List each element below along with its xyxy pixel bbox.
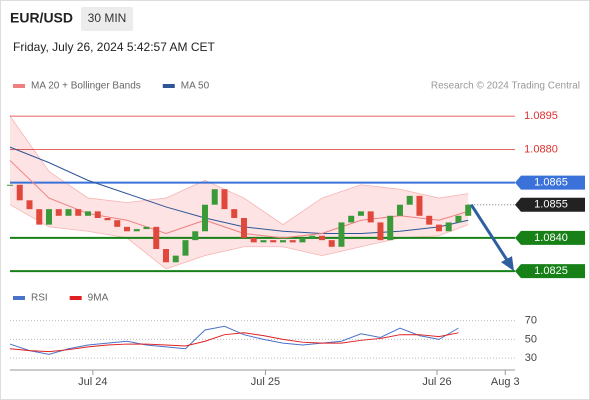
forecast-arrowhead xyxy=(501,256,514,272)
level-label: 1.0840 xyxy=(534,232,568,244)
x-tick-label: Jul 26 xyxy=(422,376,451,388)
legend-label: 9MA xyxy=(88,293,109,304)
candle xyxy=(123,226,130,232)
candle xyxy=(211,189,218,205)
legend-label: MA 50 xyxy=(181,81,210,92)
candle xyxy=(426,215,433,225)
candle xyxy=(309,235,316,238)
candle xyxy=(328,240,335,247)
candle xyxy=(55,209,62,216)
candle xyxy=(396,204,403,216)
level-label: 1.0880 xyxy=(524,143,558,155)
candle xyxy=(406,195,413,205)
level-box xyxy=(515,197,585,212)
candle xyxy=(270,240,277,243)
x-tick-label: Jul 24 xyxy=(78,376,107,388)
legend-swatch xyxy=(13,84,25,88)
candle xyxy=(445,222,452,232)
candle xyxy=(367,211,374,223)
candle xyxy=(455,215,462,223)
symbol: EUR/USD xyxy=(10,10,73,26)
candle xyxy=(240,218,247,238)
y-tick-label: 30 xyxy=(525,352,537,364)
legend-swatch xyxy=(13,296,25,300)
candle xyxy=(465,204,472,216)
candle xyxy=(387,215,394,241)
candle xyxy=(250,237,257,243)
candle xyxy=(231,209,238,218)
rsi-line xyxy=(9,332,459,353)
candle xyxy=(348,215,355,223)
candle xyxy=(221,189,228,210)
x-tick-label: Aug 3 xyxy=(491,376,520,388)
timeframe: 30 MIN xyxy=(88,11,127,25)
y-tick-label: 70 xyxy=(525,315,537,327)
candle xyxy=(65,209,72,216)
candle xyxy=(36,209,43,225)
candle xyxy=(26,200,33,210)
candle xyxy=(260,240,267,243)
y-tick-label: 50 xyxy=(525,333,537,345)
candle xyxy=(299,237,306,243)
candle xyxy=(377,222,384,241)
legend-swatch xyxy=(162,84,175,88)
band-upper xyxy=(9,115,469,226)
candle xyxy=(45,209,52,225)
candle xyxy=(318,235,325,241)
level-label: 1.0855 xyxy=(534,199,568,211)
level-box xyxy=(515,264,585,279)
candle xyxy=(104,218,111,221)
legend-label: RSI xyxy=(31,293,48,304)
legend-swatch xyxy=(69,296,82,300)
candle xyxy=(289,240,296,243)
candle xyxy=(75,209,82,216)
candle xyxy=(357,211,364,216)
timestamp: Friday, July 26, 2024 5:42:57 AM CET xyxy=(13,40,216,54)
candle xyxy=(16,184,23,201)
level-label: 1.0865 xyxy=(534,176,568,188)
level-label: 1.0825 xyxy=(534,265,568,277)
level-box xyxy=(515,230,585,245)
level-label: 1.0895 xyxy=(524,110,558,122)
candle xyxy=(192,231,199,241)
rsi-line xyxy=(9,325,459,355)
candle xyxy=(172,255,179,263)
candle xyxy=(143,226,150,230)
candle xyxy=(182,240,189,256)
forecast-arrow xyxy=(469,203,511,264)
candle xyxy=(435,224,442,232)
candle xyxy=(201,204,208,232)
credit: Research © 2024 Trading Central xyxy=(431,81,580,92)
candle xyxy=(114,220,121,227)
candle xyxy=(7,184,13,186)
candle xyxy=(279,240,286,243)
legend-label: MA 20 + Bollinger Bands xyxy=(31,81,141,92)
candle xyxy=(153,226,160,249)
timeframe-box xyxy=(81,7,133,31)
level-box xyxy=(515,175,585,190)
candle xyxy=(94,211,101,218)
candle xyxy=(162,249,169,263)
candle xyxy=(416,195,423,216)
x-tick-label: Jul 25 xyxy=(251,376,280,388)
candle xyxy=(338,222,345,247)
candle xyxy=(84,211,91,216)
candle xyxy=(133,229,140,232)
